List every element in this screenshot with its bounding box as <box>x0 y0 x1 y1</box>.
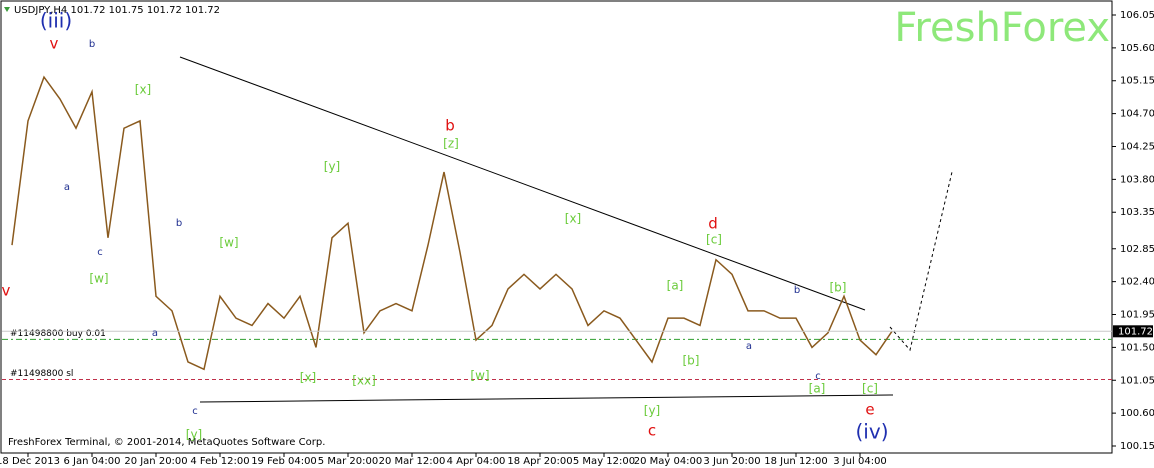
y-tick-label: 100.15 <box>1120 441 1154 452</box>
y-tick-label: 103.80 <box>1120 174 1154 185</box>
wave-label: d <box>708 215 718 233</box>
wave-label: [x] <box>565 212 581 226</box>
x-tick-label: 3 Jul 04:00 <box>833 456 887 467</box>
wave-label: b <box>176 218 182 229</box>
wave-label: [y] <box>324 160 340 174</box>
wave-label: v <box>2 282 11 300</box>
x-tick-label: 20 Jan 20:00 <box>124 456 187 467</box>
symbol-icon <box>4 7 10 12</box>
wave-label: [xx] <box>352 374 376 388</box>
chart-title: USDJPY,H4 101.72 101.75 101.72 101.72 <box>14 5 220 16</box>
wave-label: b <box>89 39 95 50</box>
x-tick-label: 18 Dec 2013 <box>0 456 60 467</box>
y-tick-label: 102.85 <box>1120 244 1154 255</box>
y-tick-label: 104.70 <box>1120 109 1154 120</box>
order-label: #11498800 sl <box>10 369 73 379</box>
wave-label: b <box>445 117 455 135</box>
wave-label: [y] <box>186 428 202 442</box>
wave-label: [x] <box>135 83 151 97</box>
wave-label: [a] <box>809 382 826 396</box>
wave-label: [c] <box>862 382 878 396</box>
y-tick-label: 102.40 <box>1120 277 1154 288</box>
y-tick-label: 101.50 <box>1120 342 1154 353</box>
y-tick-label: 101.95 <box>1120 310 1154 321</box>
forecast-path <box>889 171 953 352</box>
wave-label: c <box>815 371 821 382</box>
order-label: #11498800 buy 0.01 <box>10 329 106 339</box>
trend-line <box>199 394 894 403</box>
x-tick-label: 3 Jun 20:00 <box>703 456 760 467</box>
last-price-box <box>1113 325 1153 338</box>
wave-label: c <box>192 406 198 417</box>
x-tick-label: 18 Jun 12:00 <box>764 456 828 467</box>
wave-label: [w] <box>470 369 489 383</box>
wave-label: [w] <box>219 236 238 250</box>
wave-label: a <box>746 341 752 352</box>
x-tick-label: 5 Mar 20:00 <box>318 456 378 467</box>
y-tick-label: 105.15 <box>1120 76 1154 87</box>
wave-label: a <box>64 182 70 193</box>
wave-label: [w] <box>89 272 108 286</box>
wave-label: [b] <box>830 281 847 295</box>
y-tick-label: 104.25 <box>1120 141 1154 152</box>
y-tick-label: 105.60 <box>1120 43 1154 54</box>
y-tick-label: 101.05 <box>1120 375 1154 386</box>
y-tick-label: 103.35 <box>1120 207 1154 218</box>
wave-label: [b] <box>683 354 700 368</box>
x-tick-label: 19 Feb 04:00 <box>251 456 317 467</box>
wave-label: v <box>50 35 59 53</box>
wave-label: c <box>97 247 103 258</box>
y-tick-label: 100.60 <box>1120 408 1154 419</box>
x-tick-label: 4 Feb 12:00 <box>190 456 249 467</box>
x-tick-label: 20 May 04:00 <box>634 456 703 467</box>
wave-label: [a] <box>667 279 684 293</box>
last-price-label: 101.72 <box>1118 326 1153 337</box>
wave-label: [z] <box>443 137 459 151</box>
x-tick-label: 5 May 12:00 <box>573 456 635 467</box>
wave-label: [y] <box>644 404 660 418</box>
wave-label: b <box>794 285 800 296</box>
x-tick-label: 20 Mar 12:00 <box>379 456 446 467</box>
wave-label: c <box>648 422 656 440</box>
wave-label: (iv) <box>856 420 889 444</box>
y-tick-label: 106.05 <box>1120 10 1154 21</box>
wave-label: e <box>865 401 874 419</box>
wave-label: (iii) <box>40 9 72 33</box>
price-line <box>11 75 893 371</box>
watermark: FreshForex <box>894 5 1110 51</box>
x-tick-label: 6 Jan 04:00 <box>64 456 121 467</box>
x-tick-label: 18 Apr 20:00 <box>507 456 572 467</box>
wave-label: [c] <box>706 233 722 247</box>
plot-frame <box>0 0 1113 454</box>
x-tick-label: 4 Apr 04:00 <box>447 456 506 467</box>
footer: FreshForex Terminal, © 2001-2014, MetaQu… <box>8 437 325 448</box>
trend-line <box>179 56 866 311</box>
wave-label: [x] <box>300 371 316 385</box>
wave-label: a <box>152 328 158 339</box>
